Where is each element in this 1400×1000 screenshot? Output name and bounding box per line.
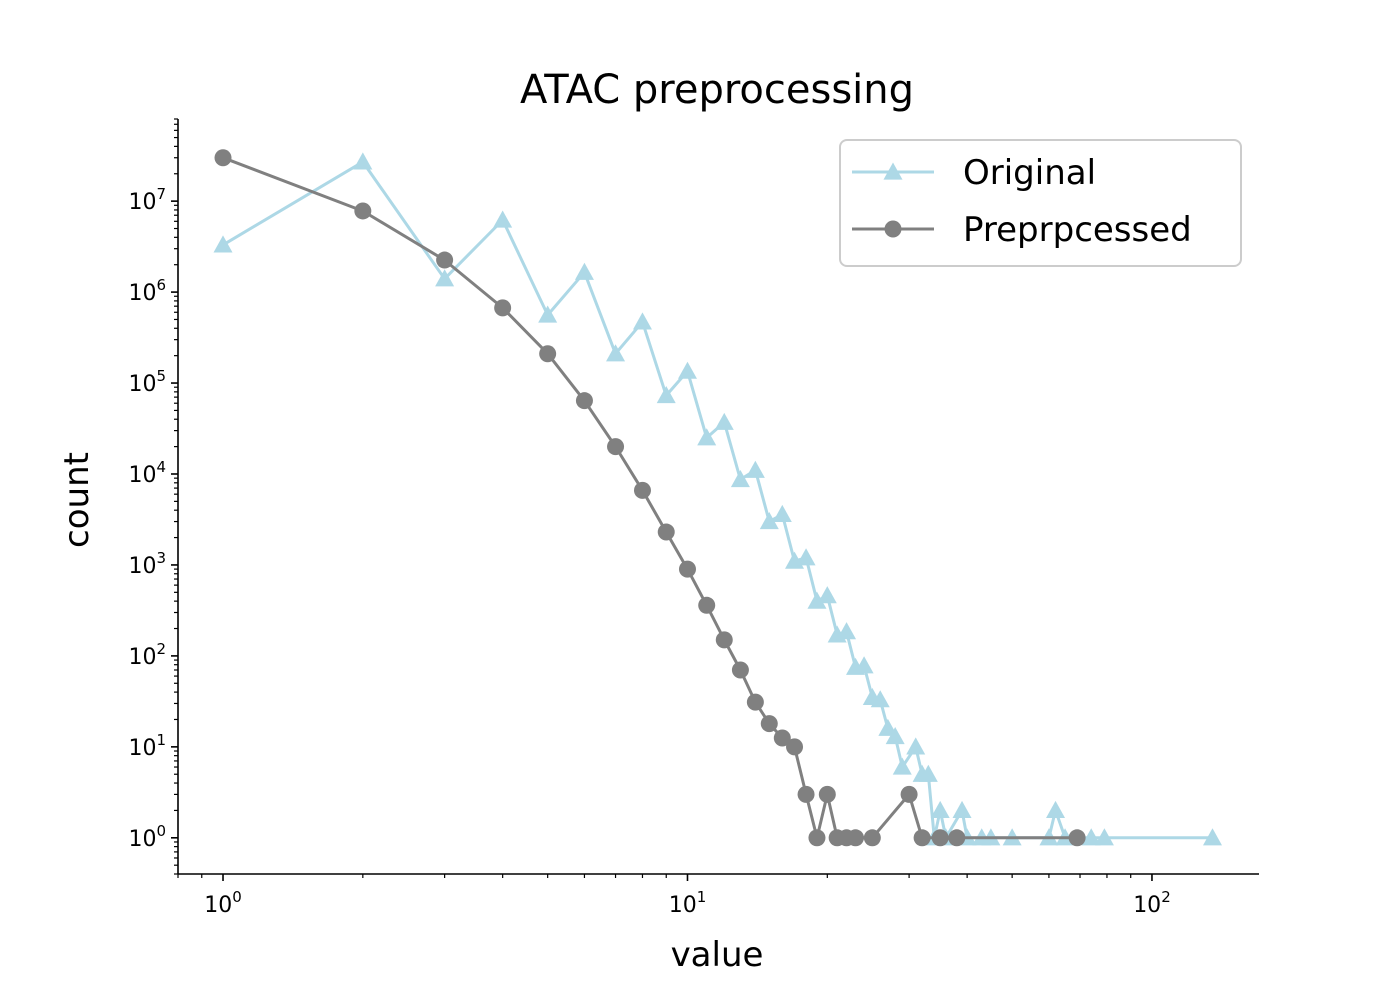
data-point — [906, 737, 926, 755]
data-point — [435, 269, 455, 287]
data-point — [714, 412, 734, 430]
data-point — [678, 560, 696, 578]
data-point — [931, 829, 949, 847]
data-point — [632, 312, 652, 330]
data-point — [697, 428, 717, 446]
data-point — [948, 829, 966, 847]
data-point — [807, 591, 827, 609]
x-axis-title: value — [671, 935, 764, 975]
data-point — [715, 631, 733, 649]
data-point — [796, 548, 816, 566]
y-tick-label: 103 — [128, 549, 166, 579]
x-tick-label: 102 — [1133, 888, 1171, 918]
data-point — [847, 829, 865, 847]
data-point — [892, 757, 912, 775]
data-point — [606, 344, 626, 362]
data-point — [1068, 829, 1086, 847]
data-point — [575, 392, 593, 410]
data-point — [730, 469, 750, 488]
data-point — [1202, 828, 1222, 846]
data-point — [353, 152, 373, 170]
y-tick-label: 104 — [128, 458, 166, 488]
data-point — [538, 305, 558, 323]
data-point — [760, 715, 778, 733]
data-point — [607, 438, 625, 456]
y-axis-title: count — [57, 452, 97, 548]
y-tick-label: 102 — [128, 640, 166, 670]
legend-label: Preprpcessed — [963, 210, 1192, 250]
data-point — [1046, 800, 1066, 819]
y-tick-label: 107 — [128, 185, 166, 215]
series-circle — [214, 149, 1086, 847]
y-tick-label: 101 — [128, 731, 166, 761]
data-point — [574, 262, 594, 280]
data-point — [539, 345, 557, 363]
data-point — [918, 764, 938, 782]
x-tick-label: 100 — [204, 888, 242, 918]
data-point — [493, 210, 513, 228]
legend-marker — [884, 220, 902, 238]
data-point — [772, 504, 792, 522]
data-point — [854, 656, 874, 674]
data-point — [731, 661, 749, 679]
data-point — [900, 785, 918, 803]
data-point — [878, 718, 898, 736]
data-point — [773, 729, 791, 747]
legend-marker — [883, 162, 903, 180]
legend-frame — [839, 139, 1242, 267]
series-group — [213, 149, 1222, 847]
legend-label: Original — [963, 153, 1096, 193]
data-point — [952, 800, 972, 819]
data-point — [745, 460, 765, 478]
y-tick-label: 105 — [128, 367, 166, 397]
y-tick-label: 106 — [128, 276, 166, 306]
data-point — [1081, 828, 1101, 846]
y-tick-label: 100 — [128, 822, 166, 852]
data-point — [633, 481, 651, 499]
data-point — [817, 586, 837, 604]
x-tick-label: 101 — [669, 888, 707, 918]
legend: Original Preprpcessed — [839, 139, 1242, 267]
data-point — [214, 149, 232, 167]
data-point — [677, 361, 697, 379]
data-point — [870, 690, 890, 708]
data-point — [657, 523, 675, 541]
data-point — [1094, 828, 1114, 846]
data-point — [759, 512, 779, 530]
data-point — [656, 385, 676, 404]
data-point — [354, 202, 372, 220]
data-point — [436, 251, 454, 269]
axes: 100 101 102 100 101 102 103 104 105 106 107 — [128, 118, 1259, 918]
data-point — [818, 785, 836, 803]
data-point — [837, 622, 857, 640]
data-point — [913, 829, 931, 847]
data-point — [213, 235, 233, 253]
data-point — [786, 738, 804, 756]
data-point — [698, 596, 716, 614]
data-point — [930, 800, 950, 819]
data-point — [885, 726, 905, 745]
data-point — [494, 299, 512, 317]
data-point — [746, 693, 764, 711]
data-point — [808, 829, 826, 847]
chart-title: ATAC preprocessing — [520, 67, 914, 113]
data-point — [863, 829, 881, 847]
data-point — [797, 785, 815, 803]
